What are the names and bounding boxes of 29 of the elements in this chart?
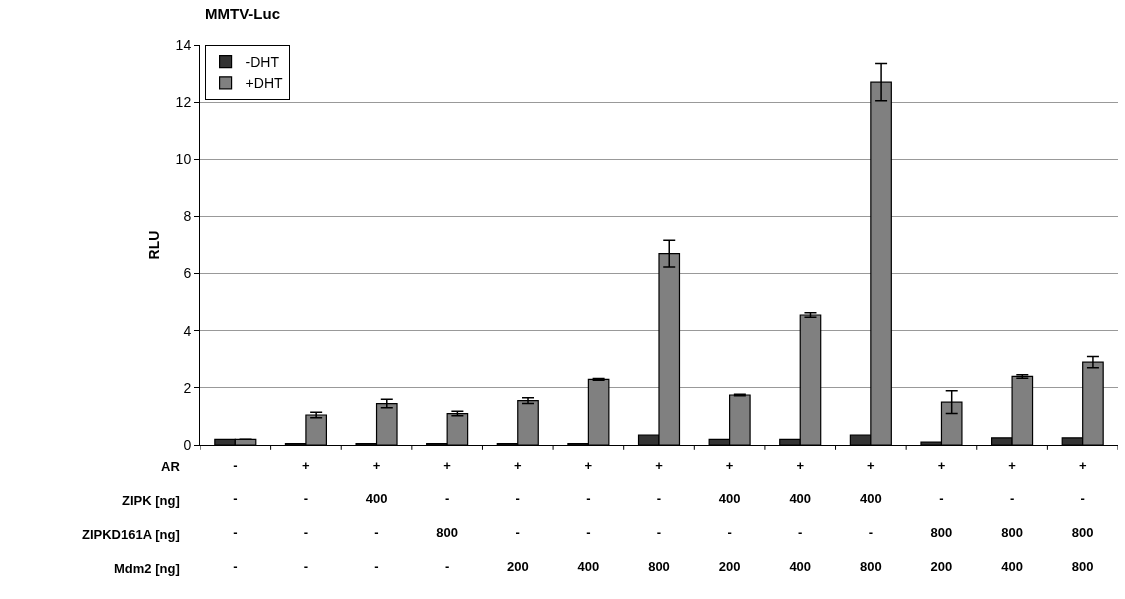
y-tick-label: 8 xyxy=(183,208,192,225)
category-label: + - 800 400 xyxy=(1001,457,1023,574)
y-tick-label: 4 xyxy=(183,322,192,339)
category-label: + 400 - - xyxy=(365,457,388,574)
legend-label: +DHT xyxy=(245,75,283,92)
y-tick-label: 12 xyxy=(175,94,192,111)
legend-label: -DHT xyxy=(245,54,280,71)
y-tick-label: 14 xyxy=(175,36,192,53)
category-label: - - - - xyxy=(233,457,238,574)
category-label: + 400 - 800 xyxy=(860,457,882,574)
text: ZIPK [ng] xyxy=(122,493,180,508)
category-label: + - - 400 xyxy=(577,457,600,574)
text: AR xyxy=(161,459,181,474)
chart-title: MMTV-Luc xyxy=(205,4,280,22)
category-label: + - 800 800 xyxy=(1071,457,1094,574)
category-label: + - - 200 xyxy=(506,457,529,574)
y-tick-label: 10 xyxy=(175,151,192,168)
y-tick-label: 0 xyxy=(183,436,192,453)
category-label: + - 800 200 xyxy=(930,457,953,574)
text: ZIPKD161A [ng] xyxy=(82,527,180,542)
y-axis-title: RLU xyxy=(146,230,163,260)
y-tick-label: 6 xyxy=(183,265,192,282)
y-tick-label: 2 xyxy=(183,379,192,396)
category-label: + 400 - 400 xyxy=(789,457,812,574)
category-label: + 400 - 200 xyxy=(718,457,741,574)
category-label: + - - - xyxy=(302,457,310,574)
category-label: + - 800 - xyxy=(436,457,458,574)
text: Mdm2 [ng] xyxy=(114,561,180,576)
category-label: + - - 800 xyxy=(648,457,670,574)
